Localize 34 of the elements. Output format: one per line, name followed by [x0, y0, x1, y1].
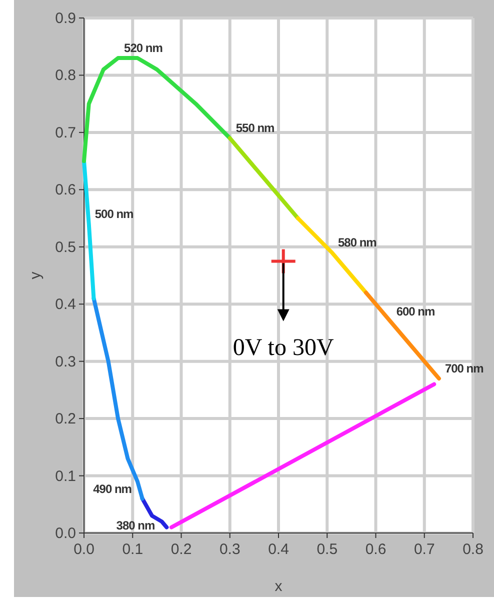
x-tick-label: 0.5: [316, 541, 338, 558]
line-series: [140, 496, 169, 530]
annotation: 520 nm: [124, 41, 162, 56]
line-series: [364, 290, 441, 380]
annotation: 550 nm: [236, 121, 274, 136]
y-tick-label: 0.3: [55, 353, 76, 370]
annotation: 490 nm: [93, 482, 132, 496]
y-tick-label: 0.9: [55, 10, 76, 27]
y-tick-label: 0.0: [55, 525, 76, 542]
y-axis-title: y: [27, 271, 44, 280]
line-series: [92, 296, 144, 501]
y-tick-label: 0.2: [55, 410, 76, 428]
annotation: 0V to 30V: [232, 335, 334, 362]
annotation: 580 nm: [338, 236, 376, 250]
annotation: 600 nm: [396, 304, 435, 318]
annotation: 700 nm: [444, 362, 484, 376]
x-tick-label: 0.8: [462, 541, 484, 558]
x-tick-label: 0.1: [122, 541, 144, 558]
x-tick-label: 0.7: [414, 541, 435, 558]
y-tick-label: 0.6: [55, 182, 76, 199]
x-tick-label: 0.0: [74, 541, 94, 558]
x-tick-label: 0.6: [365, 541, 386, 558]
y-tick-label: 0.8: [55, 67, 76, 84]
x-tick-label: 0.4: [268, 541, 289, 558]
y-tick-label: 0.5: [55, 238, 76, 256]
annotation: 500 nm: [94, 207, 134, 221]
x-tick-label: 0.3: [219, 541, 240, 558]
y-tick-label: 0.4: [55, 296, 76, 314]
x-axis-title: x: [274, 578, 283, 595]
x-tick-label: 0.2: [170, 541, 192, 558]
annotation: 380 nm: [116, 518, 155, 532]
y-tick-label: 0.1: [55, 468, 76, 485]
line-series: [82, 56, 232, 164]
y-tick-label: 0.7: [55, 124, 76, 142]
